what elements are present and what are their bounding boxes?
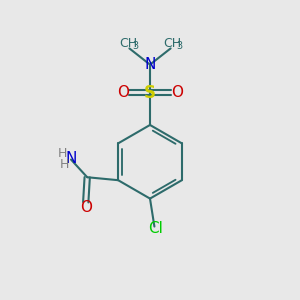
Text: H: H: [58, 147, 68, 160]
Text: N: N: [65, 151, 77, 166]
Text: CH: CH: [119, 37, 137, 50]
Text: H: H: [60, 158, 69, 171]
Text: N: N: [144, 57, 156, 72]
Text: Cl: Cl: [148, 221, 163, 236]
Text: 3: 3: [176, 41, 182, 51]
Text: S: S: [144, 84, 156, 102]
Text: O: O: [171, 85, 183, 100]
Text: 3: 3: [132, 41, 138, 51]
Text: CH: CH: [163, 37, 181, 50]
Text: O: O: [80, 200, 92, 215]
Text: O: O: [117, 85, 129, 100]
